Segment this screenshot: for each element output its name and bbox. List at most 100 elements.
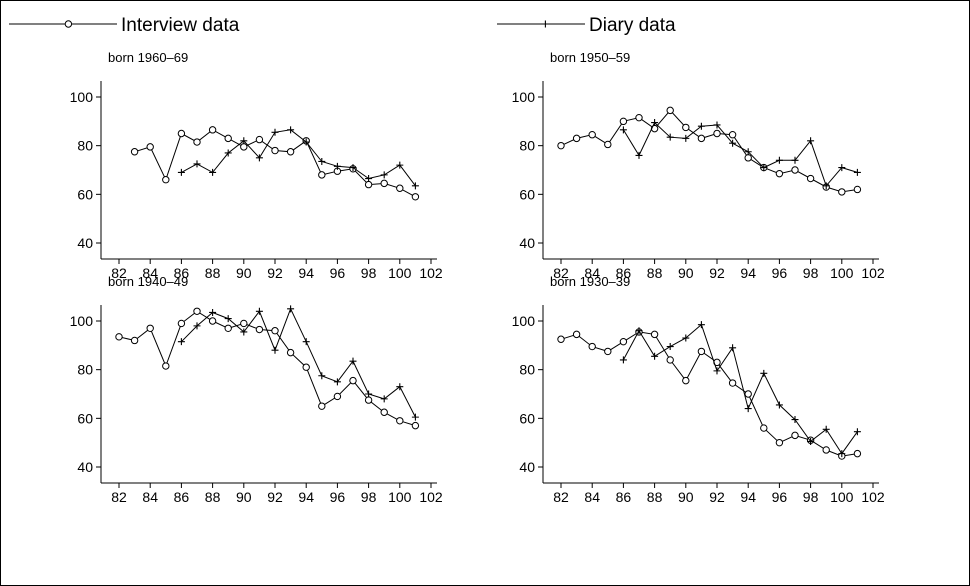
data-point xyxy=(572,330,581,339)
data-point xyxy=(224,324,232,332)
y-tick-label: 100 xyxy=(512,89,536,105)
chart-panel-1: born 1960–69 40 60 80 100 82 84 86 88 90 92 94 96 98 1… xyxy=(70,50,443,281)
data-point xyxy=(666,343,674,351)
legend-marker xyxy=(64,20,73,28)
data-point xyxy=(619,126,627,134)
data-point xyxy=(619,337,628,346)
x-tick-label: 96 xyxy=(330,489,346,505)
data-point xyxy=(271,146,279,155)
data-point xyxy=(775,156,783,164)
data-point xyxy=(557,335,565,343)
y-tick-label: 80 xyxy=(519,138,535,154)
data-point xyxy=(224,315,232,323)
panel-title: born 1960–69 xyxy=(108,50,188,65)
x-tick-label: 94 xyxy=(298,489,314,505)
data-point xyxy=(302,138,310,146)
data-point xyxy=(287,305,295,313)
data-point xyxy=(287,126,295,134)
x-tick-label: 84 xyxy=(584,265,600,281)
x-tick-label: 82 xyxy=(553,489,569,505)
y-tick-label: 100 xyxy=(70,89,94,105)
x-tick-label: 84 xyxy=(142,489,158,505)
data-point xyxy=(651,352,659,360)
y-tick-label: 100 xyxy=(70,313,94,329)
data-point xyxy=(162,362,170,370)
data-point xyxy=(744,148,752,156)
x-tick-label: 94 xyxy=(740,265,756,281)
y-tick-label: 100 xyxy=(512,313,536,329)
data-point xyxy=(588,342,596,351)
data-point xyxy=(130,336,139,345)
x-tick-label: 102 xyxy=(419,265,443,281)
x-tick-label: 98 xyxy=(361,265,377,281)
data-point xyxy=(697,134,706,143)
series-2-diary xyxy=(619,119,861,190)
data-point xyxy=(333,392,342,401)
y-tick-label: 40 xyxy=(519,459,535,475)
data-point xyxy=(822,425,830,433)
data-point xyxy=(333,378,341,386)
data-point xyxy=(286,148,295,156)
data-point xyxy=(807,437,815,445)
data-point xyxy=(318,402,326,410)
data-point xyxy=(193,307,201,315)
data-point xyxy=(177,129,186,138)
data-point xyxy=(760,369,768,377)
data-point xyxy=(791,166,799,174)
data-point xyxy=(271,327,279,335)
data-point xyxy=(364,396,373,404)
x-tick-label: 88 xyxy=(647,265,663,281)
data-point xyxy=(146,143,154,151)
data-point xyxy=(209,308,217,316)
x-tick-label: 94 xyxy=(298,265,314,281)
data-point xyxy=(318,372,326,380)
data-point xyxy=(364,180,373,189)
data-point xyxy=(635,327,643,335)
x-tick-label: 88 xyxy=(205,489,221,505)
y-tick-label: 40 xyxy=(77,459,93,475)
data-point xyxy=(713,129,721,138)
y-tick-label: 60 xyxy=(519,410,535,426)
data-point xyxy=(604,347,612,356)
data-point xyxy=(572,134,581,143)
data-point xyxy=(411,413,419,421)
series-line xyxy=(622,121,858,187)
legend-marker xyxy=(541,20,549,28)
x-tick-label: 92 xyxy=(709,489,725,505)
chart-panel-2: born 1950–59 40 60 80 100 82 84 86 88 90 92 94 96 98 1… xyxy=(512,50,885,281)
data-point xyxy=(380,179,388,188)
data-point xyxy=(240,319,248,328)
data-point xyxy=(396,383,404,391)
data-point xyxy=(380,395,388,403)
x-tick-label: 98 xyxy=(361,489,377,505)
data-point xyxy=(775,438,784,447)
data-point xyxy=(208,317,217,325)
x-tick-label: 82 xyxy=(111,489,127,505)
data-point xyxy=(302,363,310,371)
data-point xyxy=(162,176,170,184)
x-tick-label: 96 xyxy=(772,265,788,281)
data-point xyxy=(224,134,232,143)
data-point xyxy=(209,168,217,176)
data-point xyxy=(760,424,768,432)
data-point xyxy=(177,319,186,328)
legend-label: Interview data xyxy=(121,15,240,36)
x-tick-label: 102 xyxy=(861,265,885,281)
legend-label: Diary data xyxy=(589,15,676,36)
data-point xyxy=(791,431,799,440)
data-point xyxy=(650,330,659,339)
x-tick-label: 96 xyxy=(330,265,346,281)
data-point xyxy=(286,348,295,357)
x-tick-label: 86 xyxy=(174,489,190,505)
data-point xyxy=(822,182,830,190)
x-tick-label: 90 xyxy=(236,265,252,281)
data-point xyxy=(380,408,388,416)
data-point xyxy=(729,139,737,147)
data-point xyxy=(365,390,373,398)
data-point xyxy=(349,376,357,385)
series-2-diary xyxy=(619,321,861,458)
data-point xyxy=(177,338,185,346)
data-point xyxy=(208,126,217,134)
x-tick-label: 82 xyxy=(553,265,569,281)
